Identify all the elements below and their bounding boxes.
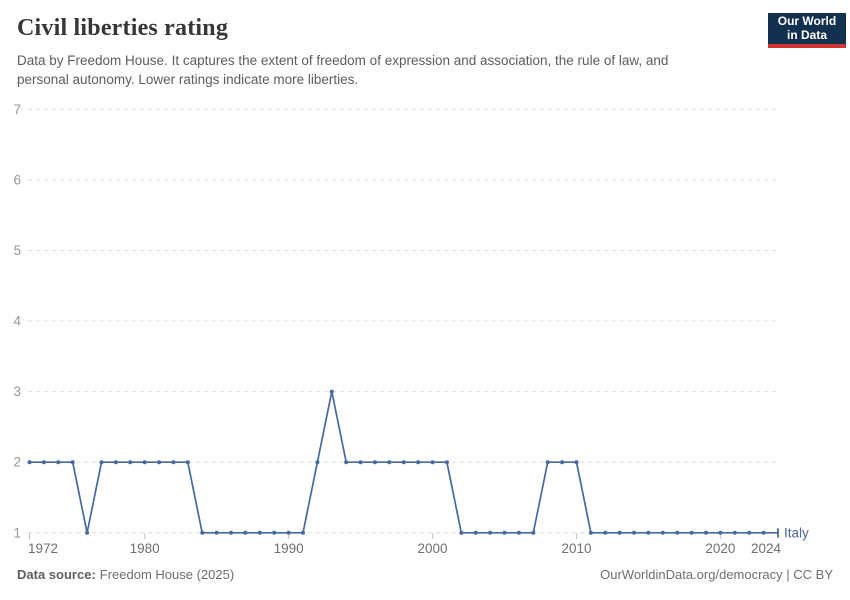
data-point-marker: [761, 530, 766, 535]
data-point-marker: [358, 460, 363, 465]
data-source: Data source: Freedom House (2025): [17, 567, 234, 582]
y-axis-label: 7: [13, 102, 21, 117]
data-point-marker: [444, 460, 449, 465]
data-point-marker: [675, 530, 680, 535]
data-point-marker: [372, 460, 377, 465]
data-point-marker: [502, 530, 507, 535]
data-point-marker: [459, 530, 464, 535]
data-point-marker: [632, 530, 637, 535]
series-label[interactable]: Italy: [784, 525, 809, 540]
data-point-marker: [401, 460, 406, 465]
owid-logo[interactable]: Our World in Data: [768, 13, 846, 48]
data-point-marker: [747, 530, 752, 535]
data-point-marker: [329, 389, 334, 394]
data-point-marker: [56, 460, 61, 465]
data-point-marker: [387, 460, 392, 465]
owid-logo-line-1: Our World: [777, 14, 837, 28]
y-axis-label: 1: [13, 525, 21, 540]
data-point-marker: [473, 530, 478, 535]
data-point-marker: [113, 460, 118, 465]
data-point-marker: [531, 530, 536, 535]
data-point-marker: [603, 530, 608, 535]
page-title: Civil liberties rating: [17, 15, 229, 41]
data-point-marker: [732, 530, 737, 535]
data-point-marker: [660, 530, 665, 535]
x-axis-label: 2024: [751, 541, 782, 556]
data-point-marker: [430, 460, 435, 465]
data-point-marker: [27, 460, 32, 465]
data-source-value: Freedom House (2025): [99, 567, 235, 582]
data-point-marker: [646, 530, 651, 535]
x-axis-label: 2010: [561, 541, 591, 556]
data-point-marker: [142, 460, 147, 465]
data-point-marker: [617, 530, 622, 535]
subtitle-line-1: Data by Freedom House. It captures the e…: [17, 53, 669, 68]
data-point-marker: [272, 530, 277, 535]
data-point-marker: [704, 530, 709, 535]
data-point-marker: [70, 460, 75, 465]
data-point-marker: [560, 460, 565, 465]
y-axis-label: 2: [13, 455, 21, 470]
x-axis-label: 2000: [418, 541, 448, 556]
data-point-marker: [85, 530, 90, 535]
data-point-marker: [128, 460, 133, 465]
y-axis-label: 3: [13, 384, 21, 399]
data-point-marker: [200, 530, 205, 535]
chart-subtitle: Data by Freedom House. It captures the e…: [17, 52, 668, 89]
subtitle-line-2: personal autonomy. Lower ratings indicat…: [17, 71, 359, 87]
y-axis-label: 5: [13, 243, 21, 258]
data-point-marker: [718, 530, 723, 535]
x-axis-label: 2020: [705, 541, 735, 556]
data-source-label: Data source:: [17, 567, 96, 582]
data-point-marker: [99, 460, 104, 465]
data-point-marker: [300, 530, 305, 535]
y-axis-label: 4: [13, 314, 21, 329]
data-point-marker: [488, 530, 493, 535]
x-axis-label: 1972: [28, 541, 58, 556]
data-point-marker: [416, 460, 421, 465]
data-point-marker: [157, 460, 162, 465]
chart-footer: Data source: Freedom House (2025) OurWorl…: [17, 567, 833, 582]
data-point-marker: [286, 530, 291, 535]
data-point-marker: [214, 530, 219, 535]
data-point-marker: [171, 460, 176, 465]
data-point-marker: [315, 460, 320, 465]
x-axis-label: 1980: [130, 541, 160, 556]
data-point-marker: [545, 460, 550, 465]
data-point-marker: [257, 530, 262, 535]
data-point-marker: [229, 530, 234, 535]
data-point-marker: [574, 460, 579, 465]
data-point-marker: [516, 530, 521, 535]
data-point-marker: [344, 460, 349, 465]
data-point-marker: [185, 460, 190, 465]
data-point-marker: [689, 530, 694, 535]
x-axis-label: 1990: [274, 541, 304, 556]
data-point-marker: [243, 530, 248, 535]
y-axis-label: 6: [13, 172, 21, 187]
credit-link[interactable]: OurWorldinData.org/democracy | CC BY: [600, 567, 833, 582]
data-point-marker: [588, 530, 593, 535]
data-point-marker: [41, 460, 46, 465]
owid-logo-line-2: in Data: [786, 27, 827, 42]
